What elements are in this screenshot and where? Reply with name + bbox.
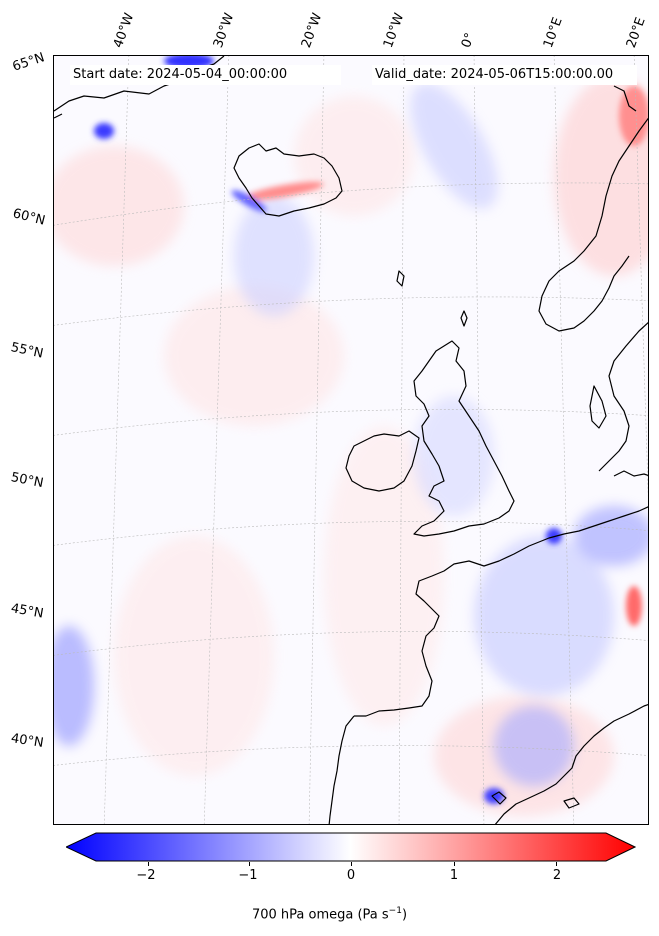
lat-label-60n: 60°N xyxy=(11,206,47,229)
colorbar-tick-label: 1 xyxy=(449,868,459,883)
lat-label-45n: 45°N xyxy=(9,601,45,622)
graticule xyxy=(54,56,648,824)
map-plot-area xyxy=(53,55,649,825)
lat-label-40n: 40°N xyxy=(9,731,45,752)
colorbar xyxy=(66,832,636,862)
lat-label-55n: 55°N xyxy=(9,340,45,362)
colorbar-tickmark xyxy=(351,862,352,866)
lon-label-20w: 20°W xyxy=(298,11,326,50)
colorbar-label-exponent: −1 xyxy=(388,906,402,916)
colorbar-tickmark xyxy=(148,862,149,866)
lon-label-10e: 10°E xyxy=(540,15,566,51)
colorbar-tick-label: −2 xyxy=(136,868,156,883)
colorbar-label: 700 hPa omega (Pa s−1) xyxy=(0,906,659,922)
colorbar-label-end: ) xyxy=(401,907,408,923)
colorbar-tickmark xyxy=(556,862,557,866)
lon-label-0: 0° xyxy=(458,30,479,50)
map-canvas xyxy=(54,56,648,824)
colorbar-tick-label: −1 xyxy=(238,868,258,883)
lat-label-50n: 50°N xyxy=(9,470,45,492)
colorbar-label-main: 700 hPa omega (Pa s xyxy=(251,907,389,923)
coastlines xyxy=(54,56,648,824)
omega-field xyxy=(54,56,648,816)
start-date-label: Start date: 2024-05-04_00:00:00 xyxy=(70,65,341,85)
lat-label-65n: 65°N xyxy=(10,50,47,75)
colorbar-tick-label: 2 xyxy=(552,868,562,883)
valid-date-label: Valid_date: 2024-05-06T15:00:00.00 xyxy=(372,65,637,85)
colorbar-tickmark xyxy=(249,862,250,866)
lon-label-40w: 40°W xyxy=(110,11,138,50)
lon-label-20e: 20°E xyxy=(623,15,649,51)
colorbar-tick-label: 0 xyxy=(346,868,356,883)
lon-label-10w: 10°W xyxy=(380,11,408,50)
lon-label-30w: 30°W xyxy=(210,11,238,50)
colorbar-tickmark xyxy=(454,862,455,866)
